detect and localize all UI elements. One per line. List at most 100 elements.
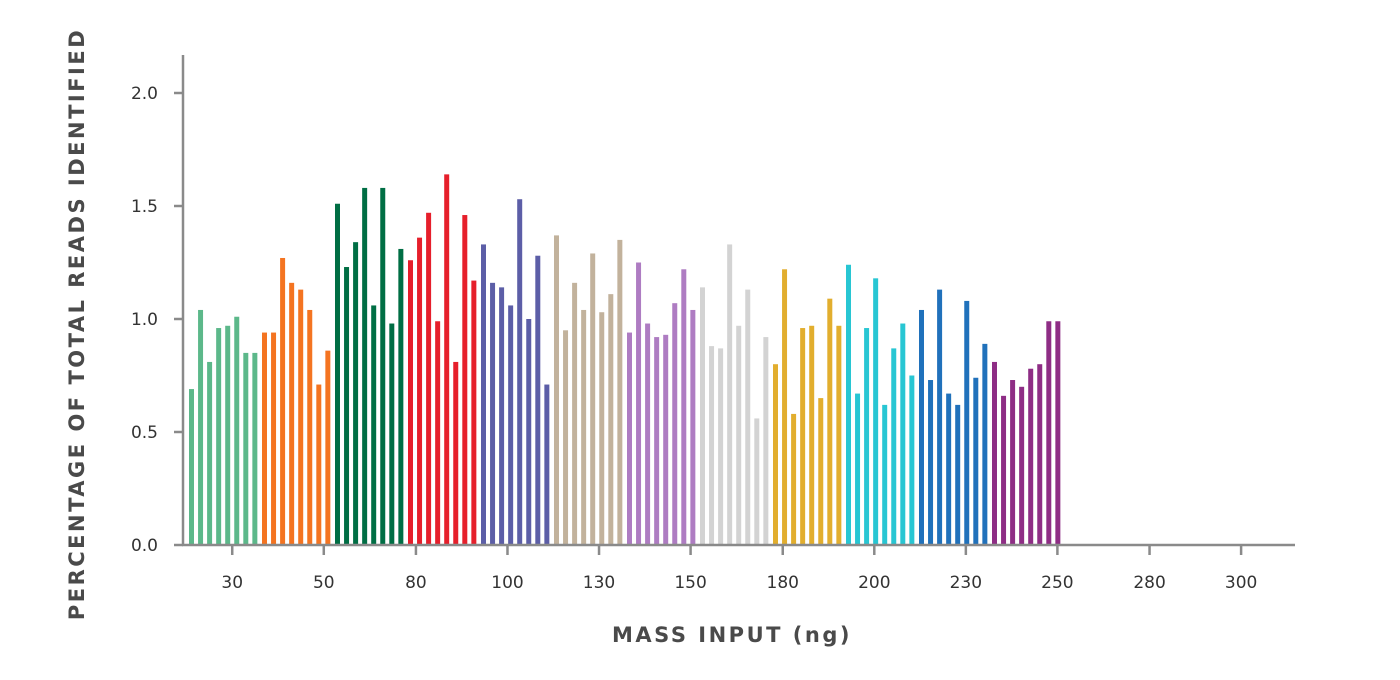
bar-group-3-bar-8	[398, 248, 404, 545]
bar-group-2-bar-8	[325, 350, 331, 545]
bar-group-7-bar-7	[681, 269, 687, 545]
bar-group-7-bar-3	[645, 323, 651, 545]
x-tick-label: 200	[858, 573, 890, 593]
bar-group-8-bar-2	[709, 346, 715, 545]
bar-group-12-bar-5	[1028, 368, 1034, 545]
bar-group-9-bar-7	[827, 298, 833, 545]
bar-group-1-bar-8	[252, 352, 258, 545]
x-tick-label: 250	[1041, 573, 1073, 593]
bar-group-6-bar-1	[554, 235, 559, 545]
bar-group-7-bar-2	[636, 262, 642, 545]
bars-layer	[189, 174, 1061, 546]
y-axis-title: PERCENTAGE OF TOTAL READS IDENTIFIED	[65, 28, 89, 620]
bar-group-8-bar-3	[718, 348, 724, 545]
bar-group-7-bar-1	[627, 332, 632, 545]
y-ticks: 0.0 0.5 1.0 1.5 2.0	[131, 84, 183, 556]
bar-group-10-bar-8	[909, 375, 915, 545]
bar-group-12-bar-3	[1010, 380, 1016, 545]
bar-group-4-bar-8	[471, 280, 477, 545]
bar-group-3-bar-2	[344, 267, 350, 545]
bar-group-6-bar-7	[608, 294, 614, 545]
bar-group-12-bar-7	[1046, 321, 1052, 545]
bar-group-9-bar-2	[782, 269, 788, 545]
bar-group-5-bar-5	[517, 199, 523, 545]
bar-group-8-bar-7	[754, 418, 760, 545]
x-tick-label: 80	[405, 573, 427, 593]
bar-group-10-bar-1	[846, 264, 851, 545]
bar-group-3-bar-3	[353, 242, 359, 545]
bar-group-9-bar-5	[809, 325, 815, 545]
y-tick-label: 2.0	[131, 84, 158, 104]
bar-group-7-bar-8	[690, 309, 696, 545]
bar-group-7-bar-6	[672, 303, 678, 545]
bar-group-5-bar-7	[535, 255, 541, 545]
bar-group-1-bar-1	[189, 389, 194, 545]
bar-group-1-bar-7	[243, 352, 249, 545]
bar-group-11-bar-4	[946, 393, 952, 545]
y-tick-label: 0.0	[131, 536, 158, 556]
bar-group-2-bar-3	[280, 257, 286, 545]
bar-group-4-bar-1	[408, 260, 413, 545]
bar-group-12-bar-1	[992, 361, 997, 545]
bar-group-3-bar-7	[389, 323, 395, 545]
bar-group-4-bar-5	[444, 174, 450, 546]
bar-group-11-bar-8	[982, 343, 988, 545]
bar-group-7-bar-4	[654, 337, 660, 545]
bar-group-2-bar-1	[262, 332, 267, 545]
bar-group-2-bar-2	[271, 332, 277, 545]
bar-group-11-bar-2	[928, 380, 934, 545]
bar-group-8-bar-6	[745, 289, 751, 545]
bar-group-11-bar-3	[937, 289, 943, 545]
bar-group-11-bar-7	[973, 377, 979, 545]
bar-group-1-bar-6	[234, 316, 240, 545]
bar-group-12-bar-6	[1037, 364, 1043, 545]
bar-group-4-bar-2	[417, 237, 423, 545]
bar-group-6-bar-6	[599, 312, 605, 545]
bar-group-11-bar-5	[955, 404, 961, 545]
bar-group-5-bar-8	[544, 384, 550, 545]
bar-group-10-bar-6	[891, 348, 897, 545]
bar-group-11-bar-1	[919, 309, 924, 545]
bar-group-3-bar-4	[362, 187, 368, 546]
bar-group-1-bar-4	[216, 328, 222, 545]
bar-group-2-bar-6	[307, 309, 313, 545]
x-tick-label: 150	[674, 573, 706, 593]
bar-group-1-bar-3	[207, 361, 213, 545]
x-axis-title: MASS INPUT (ng)	[612, 623, 852, 647]
bar-group-1-bar-2	[198, 309, 204, 545]
bar-group-9-bar-4	[800, 328, 806, 545]
x-tick-label: 180	[767, 573, 799, 593]
y-tick-label: 0.5	[131, 423, 158, 443]
bar-group-9-bar-8	[836, 325, 842, 545]
bar-group-5-bar-3	[499, 287, 505, 545]
axes-layer	[181, 55, 1295, 547]
bar-group-5-bar-2	[490, 282, 496, 545]
bar-group-9-bar-3	[791, 413, 797, 545]
bar-group-6-bar-4	[581, 309, 587, 545]
bar-group-9-bar-6	[818, 398, 824, 545]
bar-group-5-bar-1	[481, 244, 486, 546]
bar-group-8-bar-5	[736, 325, 742, 545]
bar-group-8-bar-8	[763, 337, 769, 545]
x-tick-label: 50	[313, 573, 335, 593]
x-tick-label: 300	[1225, 573, 1257, 593]
x-ticks: 30 50 80 100 130 150 180 200 230 250 280 300	[221, 545, 1257, 593]
x-tick-label: 130	[583, 573, 615, 593]
bar-group-10-bar-2	[855, 393, 861, 545]
bar-group-12-bar-8	[1055, 321, 1061, 545]
x-tick-label: 30	[221, 573, 243, 593]
bar-group-10-bar-3	[864, 328, 870, 545]
bar-group-8-bar-1	[700, 287, 705, 545]
bar-group-3-bar-6	[380, 187, 386, 546]
x-tick-label: 100	[491, 573, 523, 593]
bar-group-5-bar-6	[526, 319, 532, 545]
bar-group-6-bar-8	[617, 239, 623, 545]
bar-group-12-bar-2	[1001, 395, 1007, 545]
y-tick-label: 1.5	[131, 197, 158, 217]
x-tick-label: 280	[1133, 573, 1165, 593]
bar-group-6-bar-3	[572, 282, 578, 545]
bar-group-11-bar-6	[964, 300, 970, 545]
bar-group-4-bar-6	[453, 361, 459, 545]
